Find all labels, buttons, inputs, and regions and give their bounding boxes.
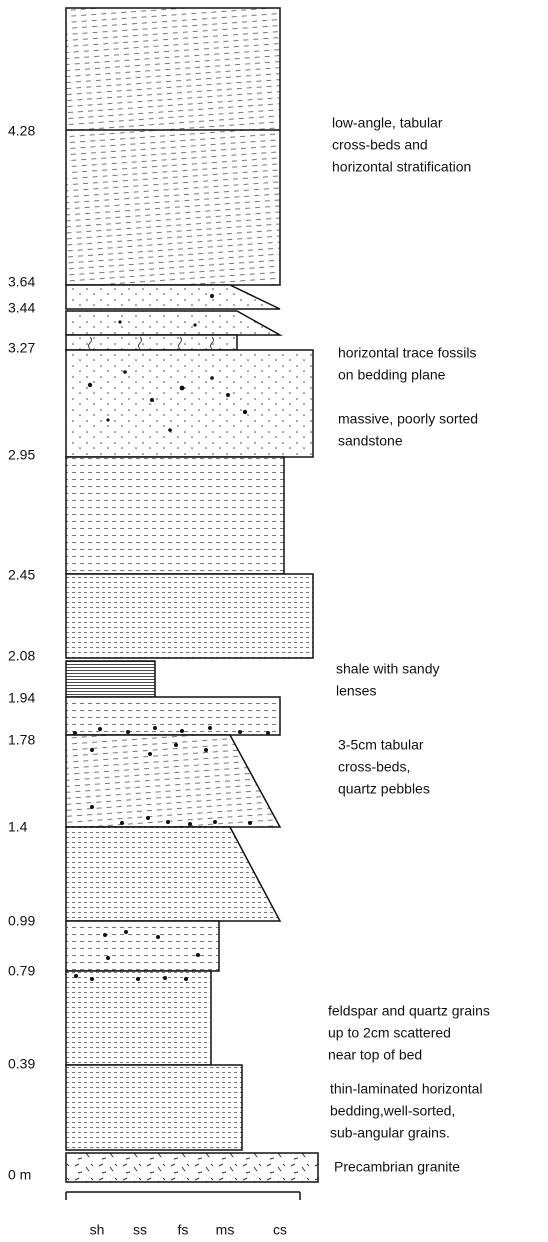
- depth-label: 0 m: [8, 1167, 31, 1183]
- bed-description: sandstone: [338, 433, 403, 449]
- bed: [65, 920, 220, 972]
- depth-label: 3.44: [8, 300, 35, 316]
- bed-description: feldspar and quartz grains: [328, 1003, 490, 1019]
- depth-label: 4.28: [8, 123, 35, 139]
- bed: [65, 1064, 243, 1151]
- bed-description: on bedding plane: [338, 367, 446, 383]
- bed: [65, 349, 314, 458]
- bed-description: Precambrian granite: [334, 1159, 460, 1175]
- bed: [65, 573, 314, 659]
- bed-description: cross-beds and: [332, 137, 428, 153]
- depth-label: 2.08: [8, 648, 35, 664]
- trace-fossils: [88, 336, 214, 350]
- bed-description: 3-5cm tabular: [338, 737, 424, 753]
- bed: [65, 826, 282, 922]
- bed-description: cross-beds,: [338, 759, 410, 775]
- depth-label: 3.27: [8, 340, 35, 356]
- depth-label: 3.64: [8, 274, 35, 290]
- grain-size-label: sh: [90, 1222, 105, 1238]
- bed-description: sub-angular grains.: [330, 1125, 450, 1141]
- bed-description: quartz pebbles: [338, 781, 430, 797]
- bed: [65, 284, 281, 310]
- bed-description: massive, poorly sorted: [338, 411, 478, 427]
- bed: [65, 310, 283, 336]
- bed: [65, 456, 285, 575]
- bed: [65, 970, 212, 1066]
- bed-description: horizontal trace fossils: [338, 345, 477, 361]
- bed-description: low-angle, tabular: [332, 115, 443, 131]
- grain-size-axis: [65, 1191, 301, 1200]
- depth-label: 2.45: [8, 567, 35, 583]
- depth-label: 0.99: [8, 913, 35, 929]
- bed-description: thin-laminated horizontal: [330, 1081, 483, 1097]
- grain-size-label: ms: [216, 1222, 235, 1238]
- bed: [65, 7, 281, 286]
- depth-label: 1.94: [8, 690, 35, 706]
- bed-description: shale with sandy: [336, 661, 440, 677]
- bed: [65, 734, 282, 828]
- depth-label: 1.4: [8, 819, 28, 835]
- grain-size-label: fs: [178, 1222, 189, 1238]
- bed-description: lenses: [336, 683, 376, 699]
- pebbles: [73, 726, 270, 981]
- bed-description: near top of bed: [328, 1047, 422, 1063]
- depth-label: 0.39: [8, 1056, 35, 1072]
- bed: [65, 660, 156, 698]
- bed-description: bedding,well-sorted,: [330, 1103, 455, 1119]
- bed: [65, 1152, 319, 1183]
- depth-label: 0.79: [8, 963, 35, 979]
- bed-description: horizontal stratification: [332, 159, 471, 175]
- grain-size-label: cs: [273, 1222, 287, 1238]
- depth-label: 1.78: [8, 732, 35, 748]
- bed-description: up to 2cm scattered: [328, 1025, 451, 1041]
- grain-size-label: ss: [133, 1222, 147, 1238]
- pebbles: [87, 294, 248, 432]
- depth-label: 2.95: [8, 447, 35, 463]
